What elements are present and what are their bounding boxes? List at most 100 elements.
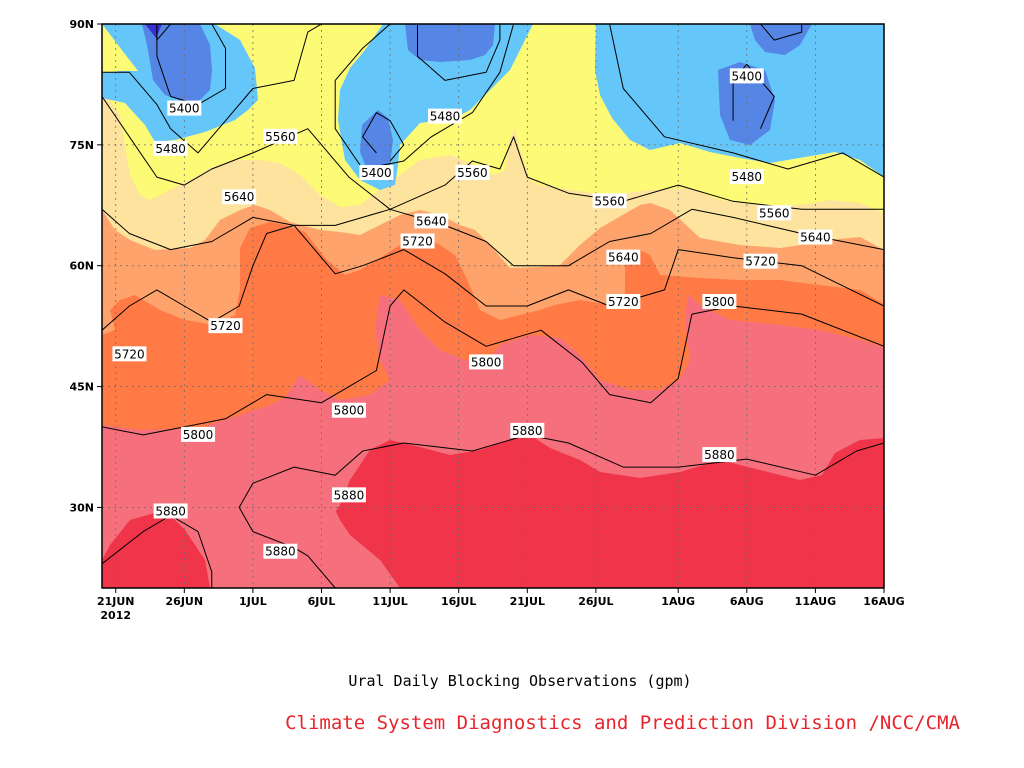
contour-5640-4	[102, 208, 884, 267]
y-tick-label: 75N	[69, 139, 94, 152]
x-tick-label: 26JUL	[578, 595, 613, 608]
contour-label-bg	[757, 205, 792, 221]
contour-5400-11	[417, 24, 501, 81]
contour-label-text: 5560	[265, 130, 296, 144]
contour-label-bg	[153, 140, 188, 156]
contour-label-bg	[469, 354, 504, 370]
contour-label-bg	[167, 100, 202, 116]
contour-label-5880: 5880	[510, 422, 545, 438]
contour-label-5720: 5720	[400, 233, 435, 249]
contour-label-text: 5480	[732, 170, 763, 184]
region-lt5400-north	[405, 24, 495, 62]
x-tick-label: 11AUG	[795, 595, 836, 608]
contour-label-text: 5640	[416, 214, 447, 228]
contour-label-text: 5880	[334, 488, 365, 502]
x-axis: 21JUN 26JUN 1JUL 6JUL 11JUL 16JUL 21JUL 26JUL 1A…	[97, 588, 905, 622]
contour-label-bg	[414, 213, 449, 229]
contour-label-5880: 5880	[263, 543, 298, 559]
contour-label-text: 5880	[155, 504, 186, 518]
contour-5400-13	[760, 24, 803, 41]
contour-label-text: 5800	[471, 355, 502, 369]
x-tick-label: 11JUL	[372, 595, 407, 608]
contour-label-bg	[400, 233, 435, 249]
contour-label-5560: 5560	[263, 128, 298, 144]
y-axis: 30N 45N 60N 75N 90N	[69, 18, 102, 514]
contour-5480-8	[609, 24, 884, 178]
contour-label-5640: 5640	[414, 213, 449, 229]
y-tick-label: 45N	[69, 381, 94, 394]
contour-5400-10	[362, 112, 405, 162]
contour-label-bg	[702, 293, 737, 309]
contour-label-text: 5640	[224, 190, 255, 204]
contour-label-5480: 5480	[729, 169, 764, 185]
contour-label-5560: 5560	[757, 205, 792, 221]
contour-5880-0	[102, 515, 213, 588]
chart-caption: Ural Daily Blocking Observations (gpm)	[348, 672, 692, 690]
contour-5480-7	[334, 24, 515, 170]
x-tick-label: 6JUL	[308, 595, 336, 608]
contour-5320-14	[156, 24, 171, 41]
contour-label-5480: 5480	[153, 140, 188, 156]
contour-5480-6	[102, 24, 322, 154]
contour-label-5640: 5640	[798, 229, 833, 245]
x-axis-year: 2012	[100, 609, 131, 622]
contour-label-bg	[427, 108, 462, 124]
contour-label-bg	[729, 68, 764, 84]
contour-label-5400: 5400	[729, 68, 764, 84]
contour-label-bg	[263, 128, 298, 144]
contour-label-text: 5560	[594, 194, 625, 208]
y-tick-label: 60N	[69, 260, 94, 273]
region-lt5320	[145, 24, 162, 38]
contour-label-text: 5720	[210, 319, 241, 333]
x-tick-label: 6AUG	[730, 595, 764, 608]
contour-label-bg	[798, 229, 833, 245]
contour-label-5880: 5880	[331, 487, 366, 503]
contour-label-bg	[181, 426, 216, 442]
contour-label-text: 5480	[155, 142, 186, 156]
contour-label-5560: 5560	[455, 165, 490, 181]
contour-label-text: 5560	[457, 166, 488, 180]
contour-label-5480: 5480	[427, 108, 462, 124]
contour-label-5800: 5800	[702, 293, 737, 309]
contour-label-text: 5400	[169, 102, 200, 116]
contour-label-text: 5720	[114, 347, 145, 361]
contour-label-bg	[455, 165, 490, 181]
x-tick-label: 21JUN	[97, 595, 135, 608]
contour-label-5400: 5400	[359, 165, 394, 181]
contour-label-5720: 5720	[743, 253, 778, 269]
contour-label-5800: 5800	[181, 426, 216, 442]
contour-5400-12	[732, 63, 775, 129]
x-tick-label: 21JUL	[510, 595, 545, 608]
contour-label-text: 5880	[704, 448, 735, 462]
contour-label-bg	[606, 249, 641, 265]
contour-label-bg	[592, 193, 627, 209]
contour-label-text: 5720	[402, 235, 433, 249]
contour-label-text: 5640	[608, 251, 639, 265]
x-tick-label: 16AUG	[863, 595, 904, 608]
y-tick-label: 90N	[69, 18, 94, 31]
region-lt5400-nw	[142, 24, 212, 102]
contour-label-text: 5400	[732, 69, 763, 83]
contour-label-bg	[702, 447, 737, 463]
contour-label-text: 5800	[704, 295, 735, 309]
x-tick-label: 1AUG	[661, 595, 695, 608]
contour-label-text: 5880	[265, 545, 296, 559]
contour-label-text: 5800	[334, 404, 365, 418]
contour-label-bg	[112, 346, 147, 362]
contour-label-text: 5480	[430, 110, 461, 124]
contour-label-5400: 5400	[167, 100, 202, 116]
contour-label-bg	[510, 422, 545, 438]
contour-label-5720: 5720	[112, 346, 147, 362]
x-tick-label: 16JUL	[441, 595, 476, 608]
contour-label-5720: 5720	[606, 293, 641, 309]
contour-label-5640: 5640	[222, 189, 257, 205]
contour-label-5880: 5880	[153, 503, 188, 519]
contour-label-bg	[263, 543, 298, 559]
contour-lines	[102, 24, 884, 588]
contour-label-text: 5400	[361, 166, 392, 180]
contour-label-text: 5720	[608, 295, 639, 309]
contour-label-bg	[331, 402, 366, 418]
contour-label-bg	[743, 253, 778, 269]
credit-line: Climate System Diagnostics and Predictio…	[285, 712, 960, 734]
